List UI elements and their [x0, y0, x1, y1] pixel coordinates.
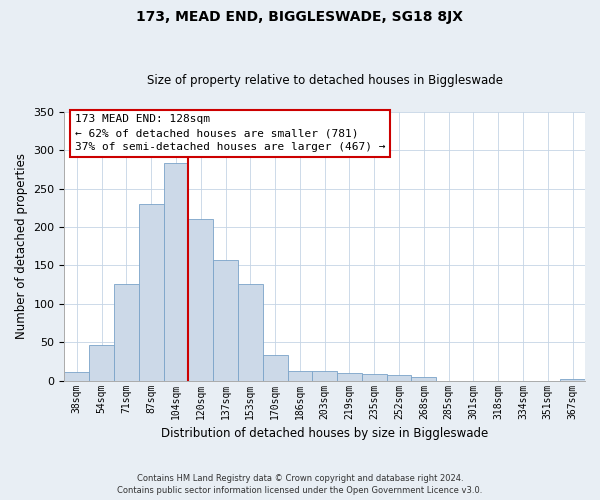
Bar	[560, 379, 585, 380]
Text: 173, MEAD END, BIGGLESWADE, SG18 8JX: 173, MEAD END, BIGGLESWADE, SG18 8JX	[137, 10, 464, 24]
Bar	[139, 204, 164, 380]
Title: Size of property relative to detached houses in Biggleswade: Size of property relative to detached ho…	[147, 74, 503, 87]
Bar	[213, 260, 238, 380]
Bar	[238, 284, 263, 380]
Bar	[89, 346, 114, 380]
Bar	[337, 373, 362, 380]
X-axis label: Distribution of detached houses by size in Biggleswade: Distribution of detached houses by size …	[161, 427, 488, 440]
Bar	[362, 374, 386, 380]
Bar	[287, 370, 313, 380]
Bar	[188, 220, 213, 380]
Bar	[114, 284, 139, 380]
Bar	[386, 376, 412, 380]
Bar	[412, 377, 436, 380]
Bar	[313, 372, 337, 380]
Text: Contains HM Land Registry data © Crown copyright and database right 2024.
Contai: Contains HM Land Registry data © Crown c…	[118, 474, 482, 495]
Bar	[164, 163, 188, 380]
Y-axis label: Number of detached properties: Number of detached properties	[15, 153, 28, 339]
Bar	[263, 356, 287, 380]
Bar	[64, 372, 89, 380]
Text: 173 MEAD END: 128sqm
← 62% of detached houses are smaller (781)
37% of semi-deta: 173 MEAD END: 128sqm ← 62% of detached h…	[75, 114, 385, 152]
